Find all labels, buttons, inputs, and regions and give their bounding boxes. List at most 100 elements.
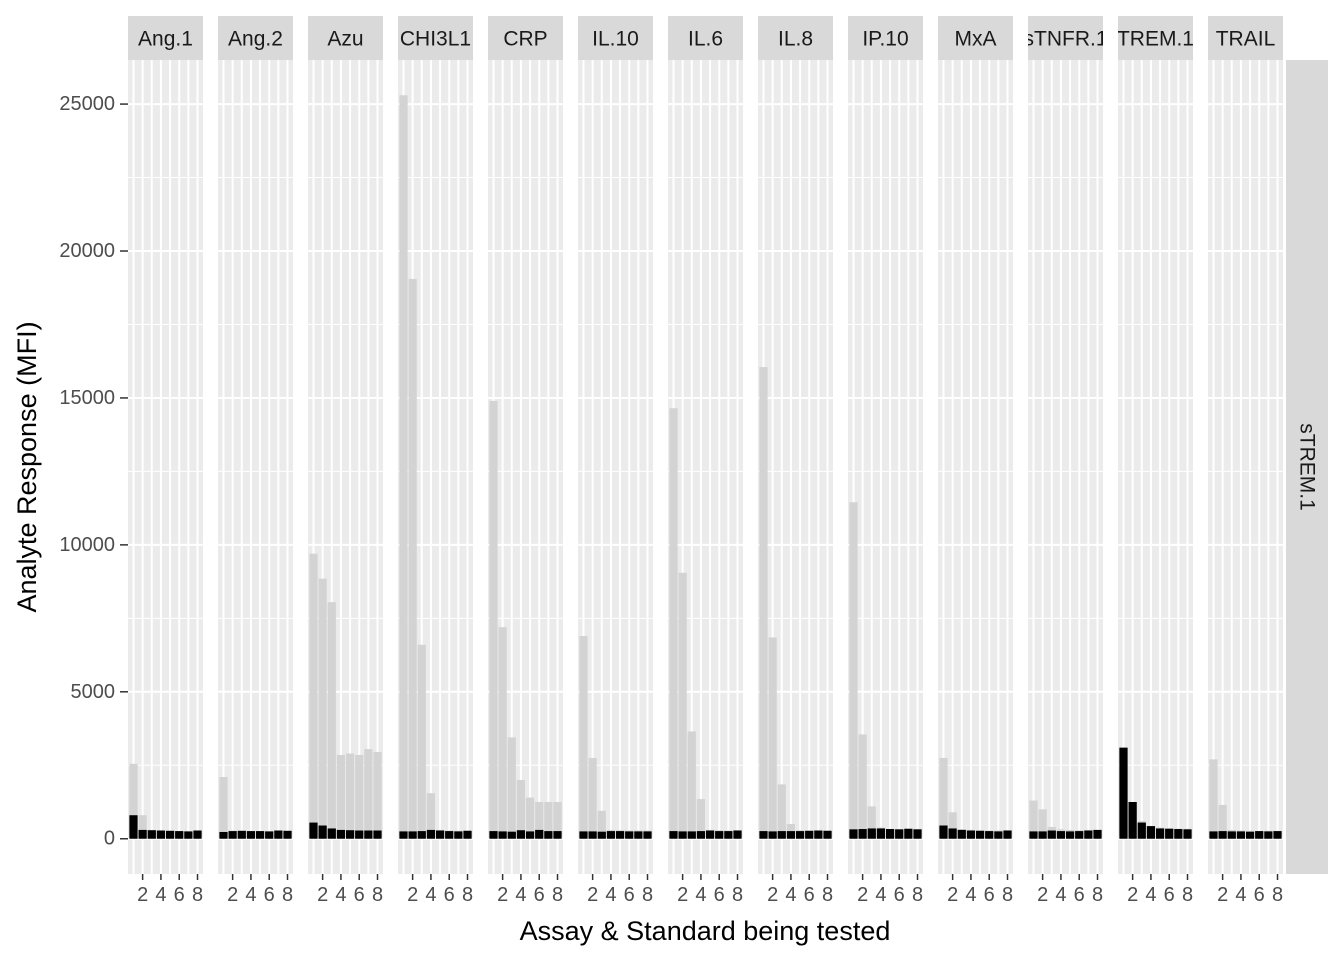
facet-strip-label: IL.8	[778, 28, 813, 51]
bar-background	[669, 408, 678, 839]
bar-highlight	[525, 831, 535, 839]
bar-highlight	[147, 830, 156, 839]
facet-panel-ang-1: Ang.1 2 4 6 8	[128, 16, 203, 906]
bar-background	[219, 777, 228, 839]
y-tick-label: 15000	[59, 387, 115, 409]
x-tick-label: 4	[515, 884, 526, 906]
y-tick-label: 0	[104, 828, 115, 850]
bar-background	[858, 734, 867, 839]
bar-highlight	[156, 830, 166, 839]
x-tick-label: 4	[245, 884, 256, 906]
bar-highlight	[435, 830, 445, 839]
x-tick-label: 2	[1127, 884, 1138, 906]
x-tick-label: 4	[965, 884, 976, 906]
bar-highlight	[535, 829, 544, 839]
bar-highlight	[1056, 831, 1066, 839]
bar-background	[336, 754, 346, 839]
facet-panel-chi3l1: CHI3L1 2 4 6 8	[398, 16, 473, 906]
bar-highlight	[364, 830, 373, 839]
bar-background	[364, 749, 373, 839]
x-tick-label: 6	[984, 884, 995, 906]
bar-highlight	[489, 831, 498, 839]
bar-highlight	[634, 831, 643, 839]
bar-highlight	[309, 822, 318, 839]
facet-strip-label: IL.6	[688, 28, 723, 51]
x-tick-label: 4	[155, 884, 166, 906]
facet-strip-label: IL.10	[592, 28, 639, 51]
bar-highlight	[336, 829, 346, 839]
bar-highlight	[795, 831, 805, 839]
bar-background	[516, 779, 526, 839]
bar-background	[588, 757, 597, 839]
x-tick-label: 8	[1182, 884, 1193, 906]
panel-background	[938, 60, 1013, 874]
x-tick-label: 4	[1145, 884, 1156, 906]
bar-highlight	[345, 830, 355, 839]
bar-highlight	[553, 831, 562, 839]
x-tick-label: 4	[425, 884, 436, 906]
bar-background	[696, 799, 706, 839]
bar-highlight	[597, 831, 606, 839]
facet-panel-trail: TRAIL 2 4 6 8	[1208, 16, 1283, 906]
bar-highlight	[687, 831, 696, 839]
bar-background	[948, 812, 957, 839]
bar-highlight	[768, 831, 777, 839]
x-tick-label: 6	[264, 884, 275, 906]
bar-highlight	[1065, 831, 1075, 839]
bar-background	[544, 802, 553, 839]
bar-highlight	[724, 831, 733, 839]
bar-background	[138, 815, 147, 839]
bar-highlight	[777, 831, 786, 839]
bar-highlight	[904, 828, 913, 839]
facet-strip	[398, 16, 473, 60]
facet-panel-azu: Azu 2 4 6 8	[308, 16, 383, 906]
panel-background	[578, 60, 653, 874]
bar-background	[939, 757, 948, 839]
bar-highlight	[228, 831, 237, 839]
bar-background	[579, 635, 588, 839]
x-tick-label: 4	[785, 884, 796, 906]
x-tick-label: 8	[642, 884, 653, 906]
bar-highlight	[327, 828, 336, 839]
x-tick-label: 6	[354, 884, 365, 906]
x-tick-label: 6	[1164, 884, 1175, 906]
x-tick-label: 6	[1254, 884, 1265, 906]
bar-highlight	[975, 830, 985, 839]
bar-highlight	[1255, 831, 1264, 839]
bar-highlight	[823, 830, 832, 839]
facet-strip	[848, 16, 923, 60]
bar-background	[759, 367, 768, 839]
panel-background	[1208, 60, 1283, 874]
facet-strip-label: CRP	[503, 28, 547, 51]
bar-highlight	[1209, 831, 1218, 839]
bar-background	[426, 793, 436, 839]
bar-background	[1218, 804, 1227, 839]
x-tick-label: 6	[714, 884, 725, 906]
x-tick-label: 2	[857, 884, 868, 906]
facet-strip-label: TRAIL	[1216, 28, 1276, 51]
bar-highlight	[507, 831, 516, 839]
bar-highlight	[786, 831, 796, 839]
x-tick-label: 6	[174, 884, 185, 906]
y-axis-title: Analyte Response (MFI)	[12, 321, 42, 612]
bar-highlight	[1093, 829, 1102, 839]
x-tick-label: 6	[804, 884, 815, 906]
y-axis: 0 5000 10000 15000 20000 25000	[59, 93, 128, 850]
facet-strip	[1028, 16, 1103, 60]
facet-strip	[1118, 16, 1193, 60]
x-tick-label: 2	[767, 884, 778, 906]
bar-highlight	[696, 831, 706, 839]
facet-panel-stnfr-1: sTNFR.1 2 4 6 8	[1024, 16, 1108, 906]
bar-highlight	[426, 829, 436, 839]
x-tick-label: 4	[335, 884, 346, 906]
facet-strip-label: sTNFR.1	[1024, 28, 1108, 51]
facet-panel-crp: CRP 2 4 6 8	[488, 16, 563, 906]
bar-highlight	[283, 830, 292, 839]
facet-row-strip: sTREM.1	[1286, 60, 1328, 874]
facet-strip	[1208, 16, 1283, 60]
x-tick-label: 6	[1074, 884, 1085, 906]
bar-highlight	[1075, 831, 1084, 839]
bar-highlight	[1029, 831, 1038, 839]
bar-highlight	[265, 831, 274, 839]
